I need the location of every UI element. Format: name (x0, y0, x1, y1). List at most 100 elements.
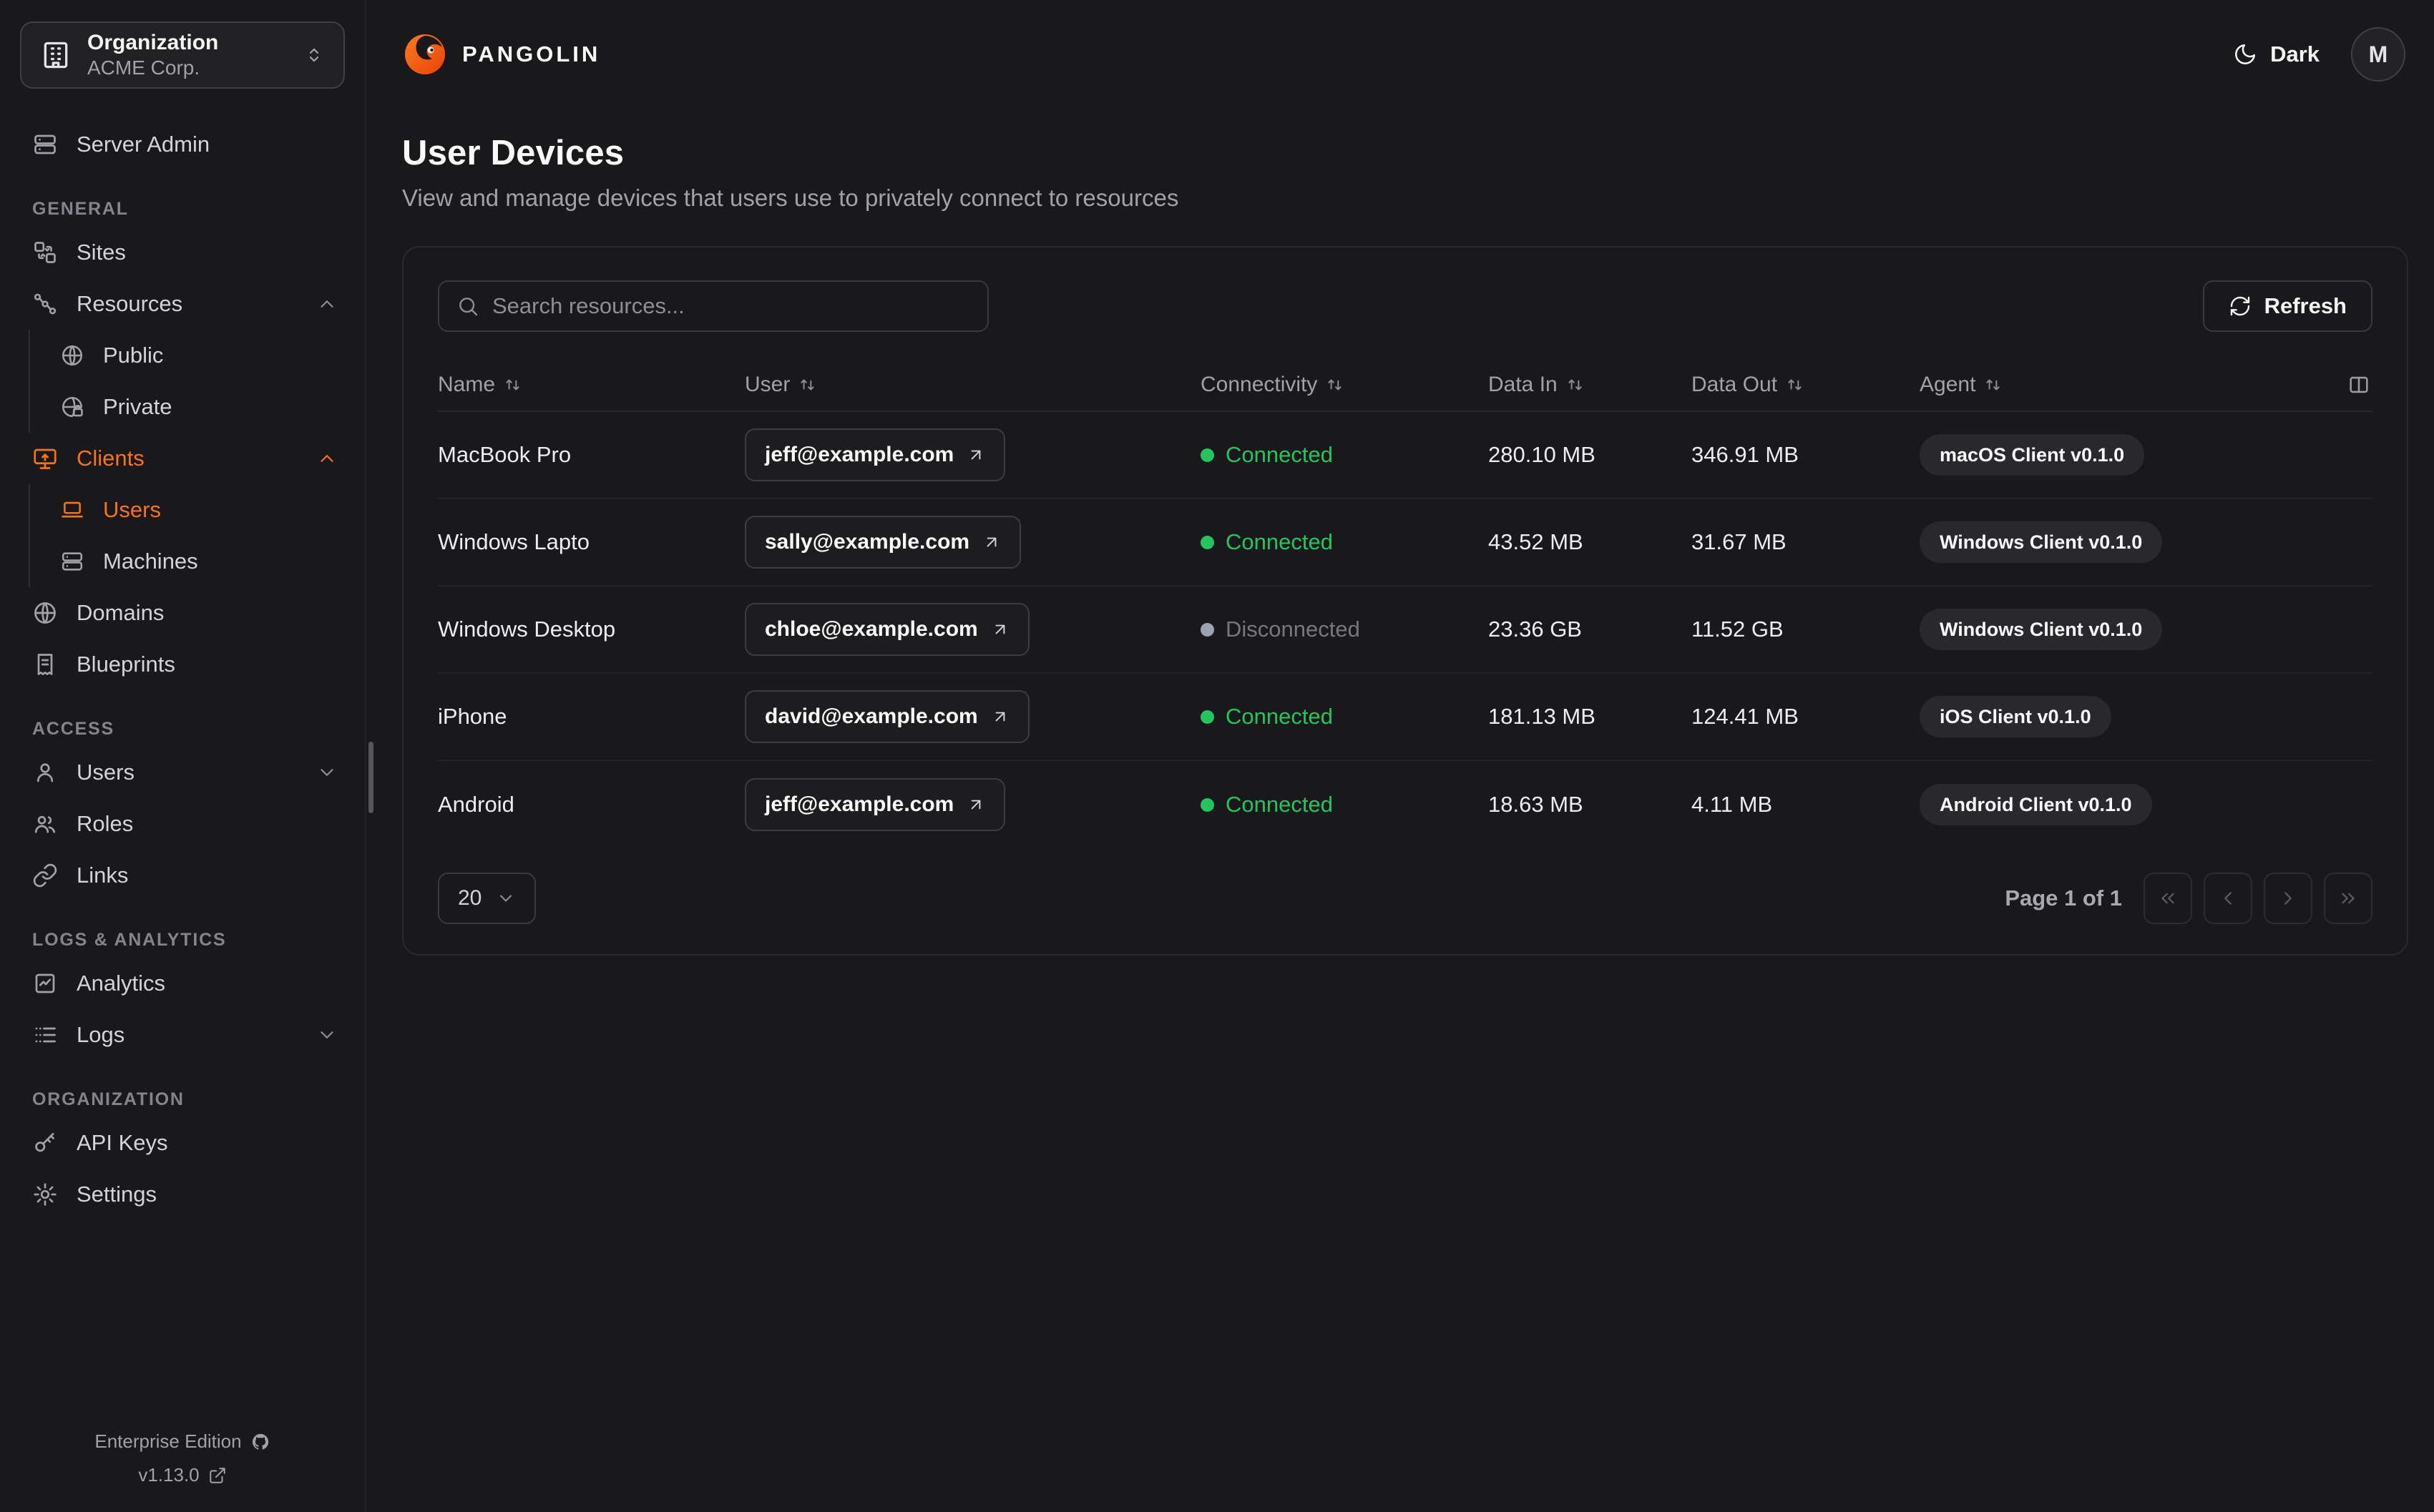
column-header-connectivity[interactable]: Connectivity (1201, 373, 1488, 397)
globe-icon (32, 600, 58, 626)
sidebar-scrollbar-thumb[interactable] (368, 742, 373, 813)
sidebar-item-logs[interactable]: Logs (20, 1009, 345, 1061)
resources-subgroup: Public Private (29, 330, 345, 433)
page-size-select[interactable]: 20 (438, 873, 537, 924)
column-header-name[interactable]: Name (438, 373, 745, 397)
section-label-access: ACCESS (32, 719, 114, 739)
search-input[interactable] (492, 293, 970, 319)
table-row: Android jeff@example.com Connected 18.63… (438, 761, 2372, 848)
arrow-up-right-icon (982, 533, 1001, 551)
arrow-up-right-icon (967, 446, 985, 464)
sidebar-item-api-keys[interactable]: API Keys (20, 1117, 345, 1169)
moon-icon (2233, 42, 2257, 67)
building-icon (40, 39, 72, 71)
laptop-icon (60, 498, 84, 522)
chevrons-up-down-icon (303, 44, 325, 66)
device-name: Windows Lapto (438, 529, 590, 554)
status-dot (1201, 448, 1214, 462)
first-page-button[interactable] (2144, 873, 2192, 924)
sidebar-item-resources[interactable]: Resources (20, 278, 345, 330)
data-out-value: 124.41 MB (1691, 704, 1799, 729)
user-link-button[interactable]: chloe@example.com (745, 603, 1030, 656)
version-link[interactable]: v1.13.0 (138, 1464, 226, 1486)
chevron-down-icon (316, 1024, 338, 1046)
globe-lock-icon (60, 395, 84, 419)
sidebar-item-settings[interactable]: Settings (20, 1169, 345, 1220)
edition-link[interactable]: Enterprise Edition (94, 1430, 270, 1453)
sidebar-item-blueprints[interactable]: Blueprints (20, 639, 345, 690)
column-header-user[interactable]: User (745, 373, 1201, 397)
section-label-organization: ORGANIZATION (32, 1089, 185, 1109)
column-label: Name (438, 373, 496, 396)
org-switcher[interactable]: Organization ACME Corp. (20, 21, 345, 89)
clients-subgroup: Users Machines (29, 484, 345, 587)
key-icon (32, 1130, 58, 1156)
sidebar-item-label: Blueprints (77, 652, 175, 677)
sidebar-item-private[interactable]: Private (30, 381, 345, 433)
chevrons-right-icon (2337, 888, 2359, 909)
devices-table: Name User Connectivity Data In Data Out (438, 359, 2372, 848)
data-in-value: 18.63 MB (1488, 792, 1583, 817)
sidebar-item-clients[interactable]: Clients (20, 433, 345, 484)
topbar: PANGOLIN Dark M (366, 0, 2434, 109)
sidebar-item-domains[interactable]: Domains (20, 587, 345, 639)
search-icon (456, 295, 479, 318)
chevron-right-icon (2277, 888, 2299, 909)
sidebar-item-clients-users[interactable]: Users (30, 484, 345, 536)
refresh-button[interactable]: Refresh (2202, 280, 2372, 332)
sidebar-footer: Enterprise Edition v1.13.0 (20, 1430, 345, 1491)
last-page-button[interactable] (2324, 873, 2372, 924)
pangolin-logo-icon (402, 31, 448, 77)
sidebar-item-links[interactable]: Links (20, 850, 345, 901)
agent-badge: iOS Client v0.1.0 (1920, 696, 2111, 737)
table-footer: 20 Page 1 of 1 (438, 873, 2372, 924)
table-row: Windows Lapto sally@example.com Connecte… (438, 499, 2372, 586)
sidebar-item-access-users[interactable]: Users (20, 747, 345, 798)
sort-icon (1326, 375, 1344, 394)
column-label: Data In (1488, 373, 1558, 396)
table-row: iPhone david@example.com Connected 181.1… (438, 674, 2372, 761)
sidebar-item-public[interactable]: Public (30, 330, 345, 381)
columns-toggle-icon[interactable] (2347, 373, 2371, 397)
sidebar-item-label: API Keys (77, 1130, 168, 1155)
sidebar-item-machines[interactable]: Machines (30, 536, 345, 587)
sidebar-item-label: Domains (77, 600, 165, 625)
column-header-data-out[interactable]: Data Out (1691, 373, 1920, 397)
sort-icon (1566, 375, 1585, 394)
next-page-button[interactable] (2264, 873, 2312, 924)
user-avatar[interactable]: M (2351, 27, 2405, 82)
sidebar-item-label: Settings (77, 1182, 157, 1207)
user-link-button[interactable]: jeff@example.com (745, 428, 1006, 481)
connectivity-status: Connected (1201, 704, 1488, 730)
agent-badge: Windows Client v0.1.0 (1920, 521, 2163, 563)
theme-toggle[interactable]: Dark (2233, 41, 2320, 67)
sidebar-item-label: Private (103, 394, 172, 419)
column-label: Connectivity (1201, 373, 1318, 396)
column-header-data-in[interactable]: Data In (1488, 373, 1691, 397)
column-header-agent[interactable]: Agent (1920, 373, 2372, 397)
sidebar-item-sites[interactable]: Sites (20, 227, 345, 278)
user-link-button[interactable]: david@example.com (745, 690, 1030, 743)
page-info: Page 1 of 1 (2005, 885, 2122, 910)
main-content: PANGOLIN Dark M User Devices View and ma… (366, 0, 2434, 1512)
sidebar-item-roles[interactable]: Roles (20, 798, 345, 850)
user-email: sally@example.com (765, 530, 970, 554)
page-header: User Devices View and manage devices tha… (366, 109, 2434, 212)
waypoints-icon (32, 291, 58, 317)
sidebar-item-label: Sites (77, 240, 126, 265)
sidebar-item-analytics[interactable]: Analytics (20, 958, 345, 1009)
user-link-button[interactable]: jeff@example.com (745, 778, 1006, 831)
device-name: Android (438, 792, 514, 817)
status-label: Connected (1226, 792, 1333, 817)
prev-page-button[interactable] (2204, 873, 2252, 924)
data-in-value: 23.36 GB (1488, 617, 1582, 642)
user-icon (32, 760, 58, 785)
user-link-button[interactable]: sally@example.com (745, 516, 1022, 569)
connectivity-status: Connected (1201, 442, 1488, 468)
brand[interactable]: PANGOLIN (402, 31, 600, 77)
status-dot (1201, 710, 1214, 724)
sidebar-item-label: Clients (77, 446, 145, 471)
github-icon (250, 1432, 270, 1452)
status-label: Connected (1226, 442, 1333, 467)
sidebar-item-server-admin[interactable]: Server Admin (20, 119, 345, 170)
